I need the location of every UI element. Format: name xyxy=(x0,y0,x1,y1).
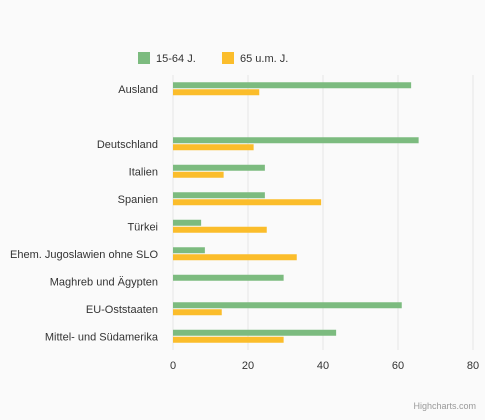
x-tick-label: 20 xyxy=(242,360,254,372)
grid-lines xyxy=(172,75,474,350)
category-label: Spanien xyxy=(118,194,158,206)
x-tick-label: 0 xyxy=(170,360,176,372)
credits-link[interactable]: Highcharts.com xyxy=(413,401,476,411)
bar-series2[interactable] xyxy=(173,226,267,233)
bar-series2[interactable] xyxy=(173,254,297,261)
category-label: Maghreb und Ägypten xyxy=(50,276,158,288)
category-label: EU-Oststaaten xyxy=(86,304,158,316)
x-tick-labels: 0 20 40 60 80 xyxy=(170,360,479,372)
legend-swatch xyxy=(222,52,234,64)
bar-series1[interactable] xyxy=(173,302,402,309)
legend-item-1[interactable]: 15-64 J. xyxy=(138,52,196,65)
bar-series2[interactable] xyxy=(173,336,284,343)
legend[interactable]: 15-64 J. 65 u.m. J. xyxy=(138,52,288,65)
legend-label: 65 u.m. J. xyxy=(240,53,288,65)
bar-series1[interactable] xyxy=(173,137,419,144)
category-label: Türkei xyxy=(127,221,158,233)
bar-series2[interactable] xyxy=(173,171,224,178)
bar-series1[interactable] xyxy=(173,82,412,89)
category-label: Italien xyxy=(129,166,158,178)
bar-series1[interactable] xyxy=(173,164,265,171)
bar-series1[interactable] xyxy=(173,329,337,336)
bar-series2[interactable] xyxy=(173,89,260,96)
x-tick-label: 60 xyxy=(392,360,404,372)
category-label: Ehem. Jugoslawien ohne SLO xyxy=(10,249,158,261)
legend-item-2[interactable]: 65 u.m. J. xyxy=(222,52,288,65)
legend-swatch xyxy=(138,52,150,64)
bar-series1[interactable] xyxy=(173,247,205,254)
category-labels: Ausland Deutschland Italien Spanien Türkei Eh… xyxy=(10,84,159,344)
bar-series1[interactable] xyxy=(173,192,265,199)
category-label: Ausland xyxy=(118,84,158,96)
category-label: Deutschland xyxy=(97,139,158,151)
bar-series2[interactable] xyxy=(173,309,222,316)
x-tick-label: 40 xyxy=(317,360,329,372)
category-label: Mittel- und Südamerika xyxy=(45,331,159,343)
bar-series1[interactable] xyxy=(173,219,202,226)
bars xyxy=(173,82,419,343)
x-tick-label: 80 xyxy=(467,360,479,372)
bar-series2[interactable] xyxy=(173,199,322,206)
bar-series2[interactable] xyxy=(173,144,254,151)
legend-label: 15-64 J. xyxy=(156,53,196,65)
bar-series1[interactable] xyxy=(173,274,284,281)
